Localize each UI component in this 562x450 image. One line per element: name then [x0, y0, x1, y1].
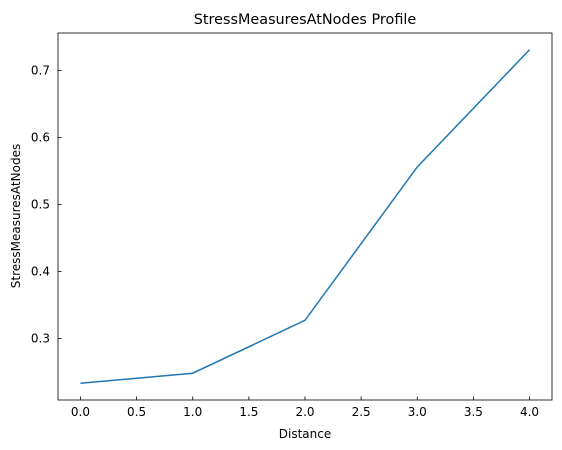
x-tick-label: 2.5: [352, 405, 371, 419]
y-axis-label: StressMeasuresAtNodes: [9, 144, 23, 288]
x-tick-label: 4.0: [520, 405, 539, 419]
chart-title: StressMeasuresAtNodes Profile: [194, 12, 417, 28]
x-tick-label: 1.0: [183, 405, 202, 419]
x-tick-label: 3.5: [464, 405, 483, 419]
x-tick-label: 3.0: [408, 405, 427, 419]
y-tick-label: 0.3: [31, 331, 50, 345]
y-tick-label: 0.6: [31, 130, 50, 144]
x-tick-label: 2.0: [295, 405, 314, 419]
data-line: [80, 49, 531, 385]
x-tick-label: 1.5: [239, 405, 258, 419]
plot-frame: [57, 32, 553, 401]
x-tick-label: 0.0: [71, 405, 90, 419]
y-tick-label: 0.5: [31, 197, 50, 211]
y-tick-label: 0.4: [31, 264, 50, 278]
y-tick-label: 0.7: [31, 64, 50, 78]
x-tick-label: 0.5: [127, 405, 146, 419]
x-axis-label: Distance: [279, 427, 331, 441]
